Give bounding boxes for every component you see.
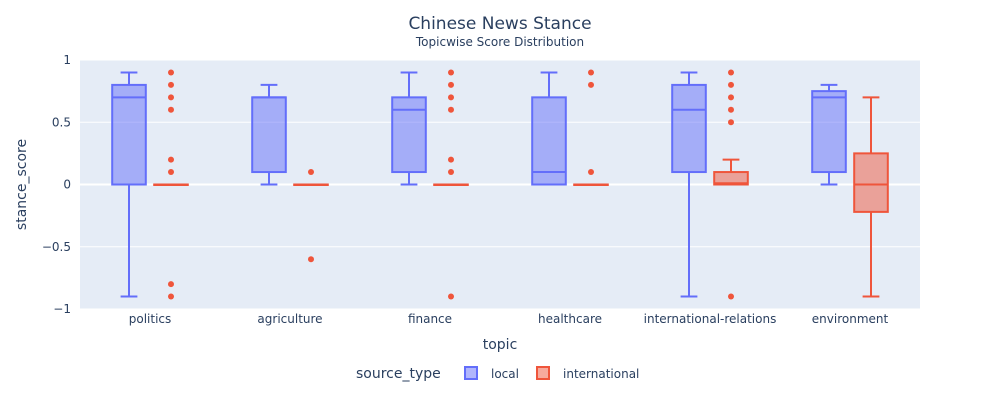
box-international-politics — [153, 69, 189, 300]
outlier-point — [728, 69, 734, 76]
y-axis-ticks: 1 0.5 0 −0.5 −1 — [42, 53, 71, 316]
legend-title: source_type — [356, 366, 441, 382]
outlier-point — [588, 69, 594, 76]
outlier-point — [588, 169, 594, 176]
legend-label: international — [563, 367, 639, 381]
outlier-point — [168, 169, 174, 176]
box-international-finance — [433, 69, 469, 300]
y-tick-label: 0.5 — [52, 115, 71, 129]
y-tick-label: −0.5 — [42, 240, 71, 254]
x-tick-label: international-relations — [644, 312, 777, 326]
legend-label: local — [491, 367, 519, 381]
x-tick-label: agriculture — [257, 312, 322, 326]
outlier-point — [168, 281, 174, 288]
outlier-point — [728, 293, 734, 300]
outlier-point — [448, 156, 454, 163]
box-international-healthcare — [573, 69, 609, 186]
x-tick-label: healthcare — [538, 312, 602, 326]
legend[interactable]: source_type local international — [356, 366, 639, 382]
x-axis-ticks: politics agriculture finance healthcare inte… — [129, 312, 889, 326]
outlier-point — [728, 106, 734, 113]
box-iqr — [853, 152, 889, 213]
box-international-environment — [853, 96, 889, 298]
outlier-point — [448, 94, 454, 101]
grid-lines — [80, 59, 920, 310]
x-tick-label: politics — [129, 312, 172, 326]
x-tick-label: environment — [812, 312, 889, 326]
box-iqr — [811, 90, 847, 174]
y-tick-label: −1 — [53, 302, 71, 316]
outlier-point — [308, 256, 314, 263]
outlier-point — [168, 81, 174, 88]
outlier-point — [168, 69, 174, 76]
box-iqr — [391, 96, 427, 174]
y-tick-label: 0 — [63, 178, 71, 192]
box-international-international-relations — [713, 69, 749, 300]
legend-swatch — [536, 366, 550, 380]
outlier-point — [168, 94, 174, 101]
y-tick-label: 1 — [63, 53, 71, 67]
box-iqr — [713, 171, 749, 186]
outlier-point — [308, 169, 314, 176]
box-series — [111, 69, 889, 300]
x-tick-label: finance — [408, 312, 452, 326]
box-international-agriculture — [293, 169, 329, 263]
outlier-point — [728, 81, 734, 88]
outlier-point — [448, 106, 454, 113]
outlier-point — [448, 293, 454, 300]
outlier-point — [168, 106, 174, 113]
outlier-point — [448, 169, 454, 176]
chart-subtitle: Topicwise Score Distribution — [415, 35, 584, 49]
box-local-agriculture — [251, 83, 287, 186]
box-local-politics — [111, 71, 147, 298]
box-local-environment — [811, 83, 847, 186]
box-iqr — [671, 83, 707, 174]
outlier-point — [168, 293, 174, 300]
outlier-point — [728, 119, 734, 126]
outlier-point — [448, 81, 454, 88]
outlier-point — [728, 94, 734, 101]
outlier-point — [448, 69, 454, 76]
box-iqr — [531, 96, 567, 186]
legend-swatch — [464, 366, 478, 380]
box-local-international-relations — [671, 71, 707, 298]
box-iqr — [251, 96, 287, 174]
legend-item-international[interactable]: international — [536, 366, 639, 381]
chart-title: Chinese News Stance — [408, 14, 591, 34]
x-axis-title: topic — [483, 337, 518, 353]
box-local-healthcare — [531, 71, 567, 186]
outlier-point — [588, 81, 594, 88]
legend-item-local[interactable]: local — [464, 366, 519, 381]
outlier-point — [168, 156, 174, 163]
box-local-finance — [391, 71, 427, 186]
box-iqr — [111, 83, 147, 186]
y-axis-title: stance_score — [14, 139, 30, 230]
